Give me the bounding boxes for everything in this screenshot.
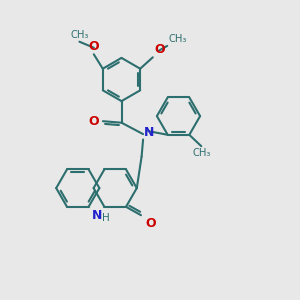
Text: O: O xyxy=(154,43,165,56)
Text: N: N xyxy=(144,126,155,140)
Text: CH₃: CH₃ xyxy=(169,34,187,44)
Text: N: N xyxy=(92,208,102,222)
Text: CH₃: CH₃ xyxy=(70,30,88,40)
Text: O: O xyxy=(145,217,156,230)
Text: CH₃: CH₃ xyxy=(193,148,211,158)
Text: H: H xyxy=(102,213,110,224)
Text: O: O xyxy=(88,115,99,128)
Text: O: O xyxy=(88,40,99,53)
